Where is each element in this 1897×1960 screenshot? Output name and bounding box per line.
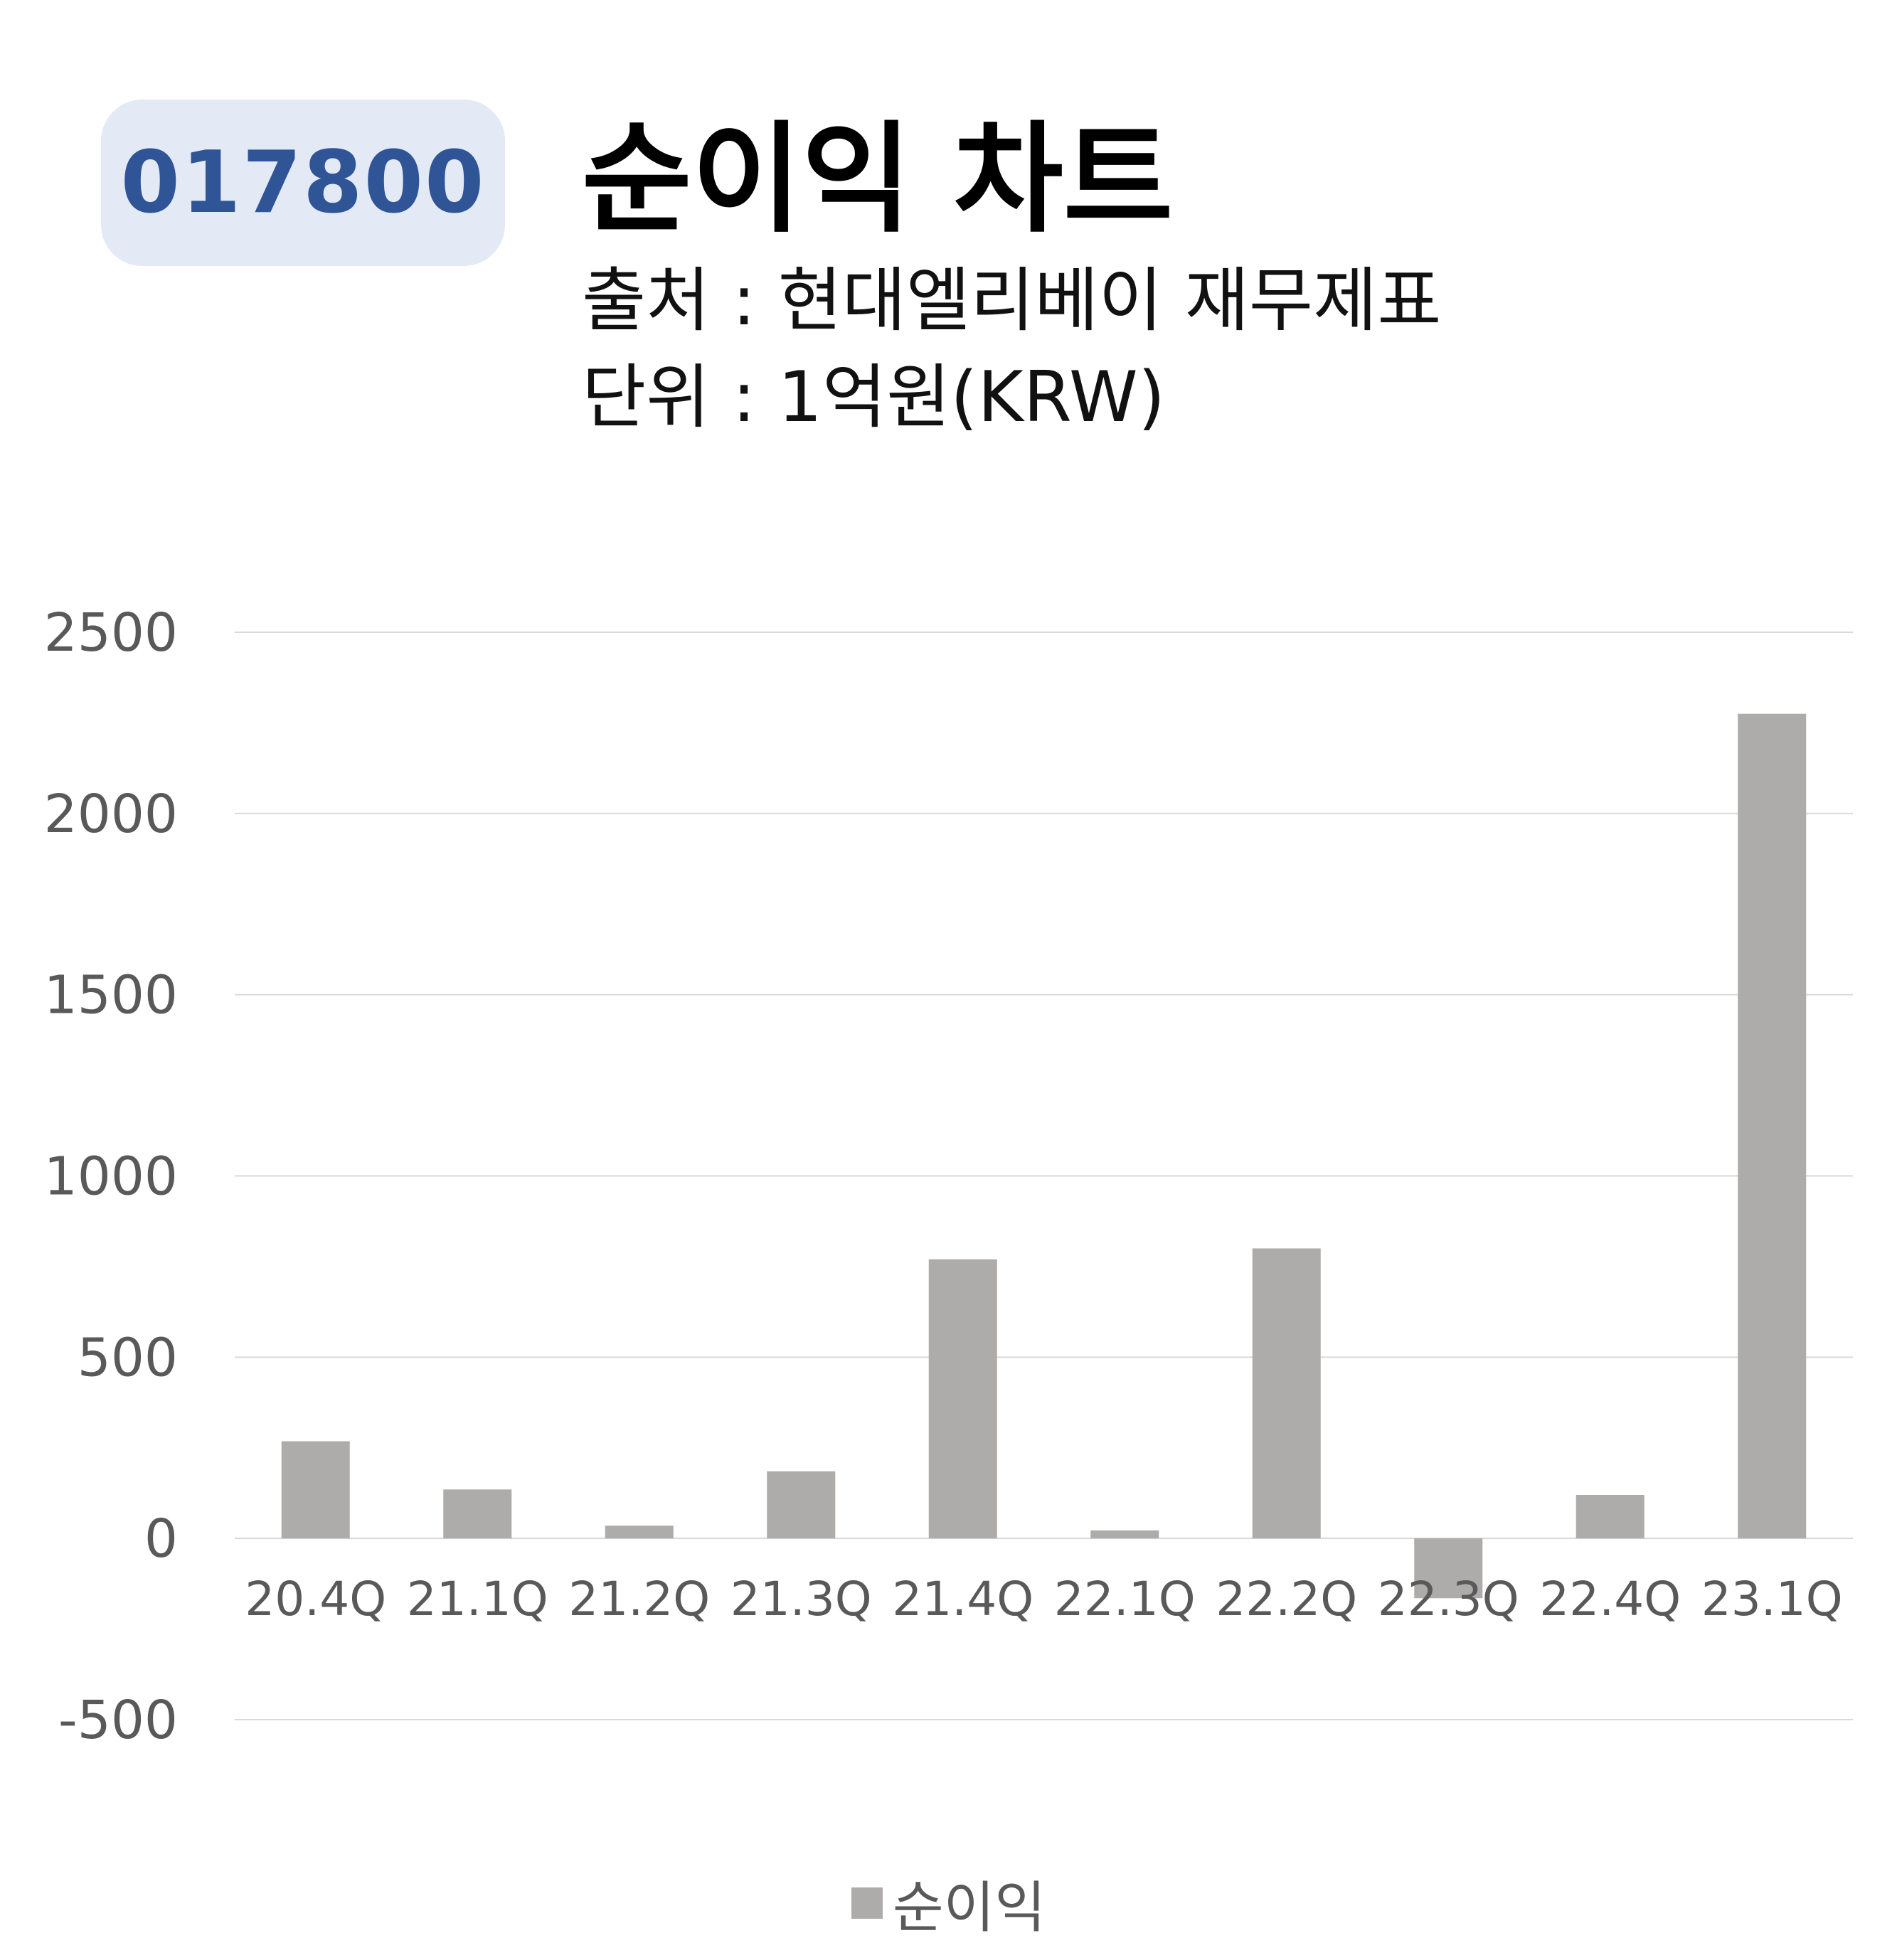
legend-swatch (851, 1887, 883, 1919)
source-note: 출처 : 현대엘리베이 재무제표 (582, 260, 1442, 341)
bar-22.1Q (1090, 1530, 1159, 1539)
stock-code: 017800 (120, 133, 486, 233)
stock-code-badge: 017800 (101, 100, 505, 266)
bar-22.3Q (1414, 1538, 1483, 1599)
bar-21.2Q (605, 1525, 674, 1539)
bar-21.3Q (767, 1471, 836, 1539)
chart-title: 순이익 차트 (582, 110, 1174, 249)
unit-note: 단위 : 1억원(KRW) (582, 357, 1166, 438)
x-tick-label: 22.1Q (1054, 1572, 1196, 1626)
y-tick-label: 1000 (44, 1146, 178, 1208)
bar-21.4Q (928, 1259, 997, 1539)
bar-22.4Q (1575, 1495, 1644, 1539)
y-tick-label: 1500 (44, 965, 178, 1026)
y-tick-label: 500 (78, 1327, 178, 1388)
y-tick-label: 2000 (44, 784, 178, 845)
bar-20.4Q (281, 1441, 350, 1539)
y-tick-label: 0 (144, 1508, 178, 1570)
bar-22.2Q (1252, 1248, 1321, 1539)
x-tick-label: 21.1Q (407, 1572, 548, 1626)
legend: 순이익 (0, 1863, 1897, 1943)
x-tick-label: 22.4Q (1539, 1572, 1681, 1626)
x-tick-label: 20.4Q (245, 1572, 386, 1626)
x-tick-label: 21.4Q (892, 1572, 1033, 1626)
y-tick-label: -500 (58, 1690, 178, 1751)
x-tick-label: 22.3Q (1378, 1572, 1519, 1626)
y-tick-label: 2500 (44, 602, 178, 664)
x-tick-label: 21.2Q (568, 1572, 710, 1626)
x-tick-label: 21.3Q (730, 1572, 872, 1626)
x-tick-label: 23.1Q (1701, 1572, 1843, 1626)
bar-21.1Q (443, 1489, 512, 1539)
legend-label: 순이익 (892, 1876, 1046, 1940)
bar-23.1Q (1738, 713, 1807, 1539)
x-tick-label: 22.2Q (1216, 1572, 1357, 1626)
